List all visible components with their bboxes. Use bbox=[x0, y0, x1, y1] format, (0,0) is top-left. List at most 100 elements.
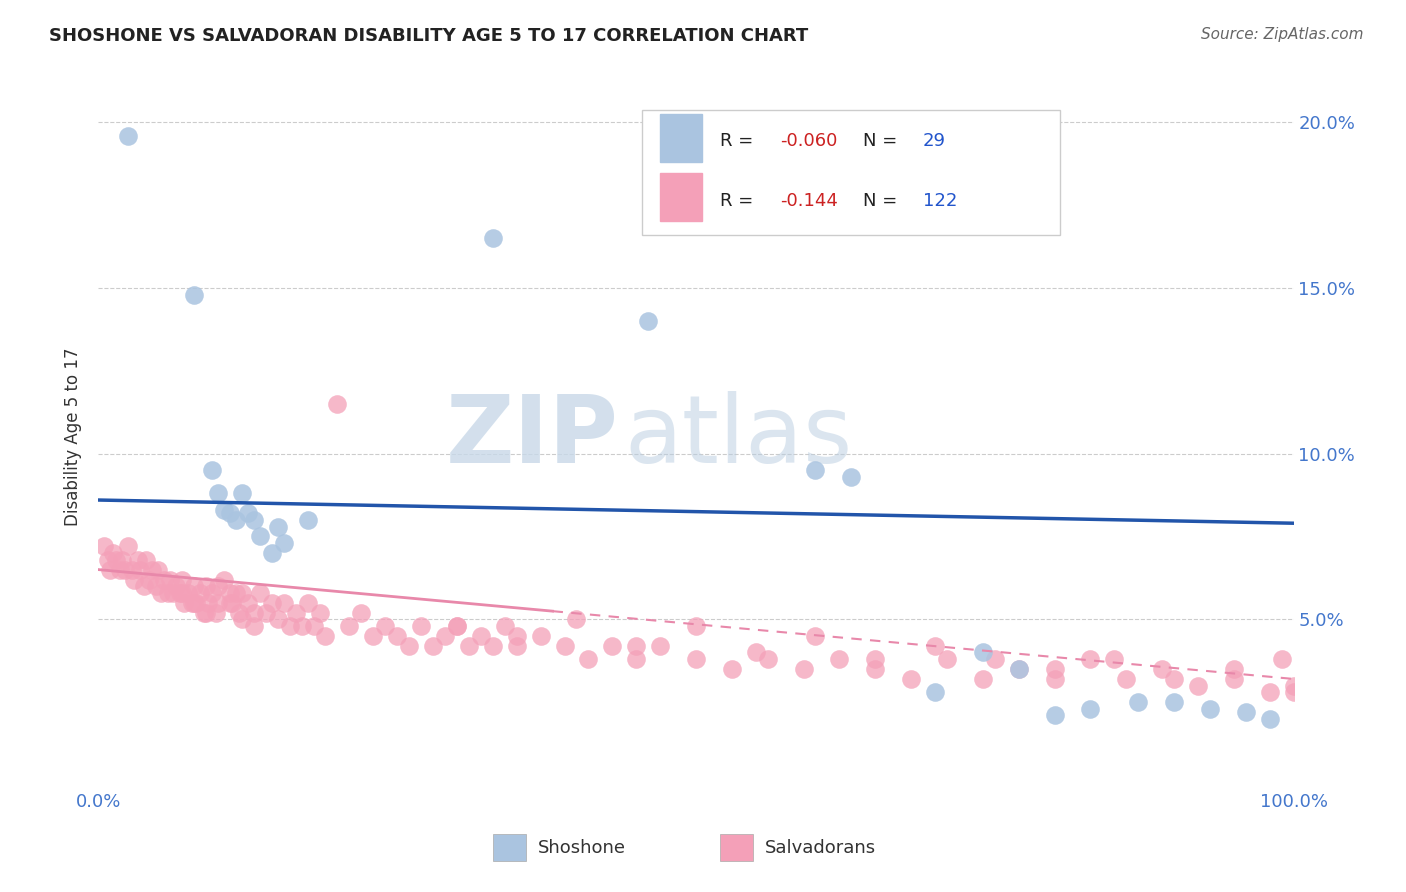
Text: ZIP: ZIP bbox=[446, 391, 619, 483]
Point bbox=[411, 619, 433, 633]
Point bbox=[117, 540, 139, 554]
Point bbox=[231, 612, 253, 626]
Point bbox=[578, 652, 600, 666]
Point bbox=[135, 552, 157, 566]
Point bbox=[267, 612, 290, 626]
Point bbox=[339, 619, 361, 633]
Point bbox=[804, 463, 827, 477]
Point bbox=[297, 596, 319, 610]
Point bbox=[108, 563, 131, 577]
Point bbox=[626, 639, 648, 653]
Point bbox=[188, 586, 211, 600]
Text: R =: R = bbox=[720, 192, 759, 210]
Point bbox=[165, 579, 187, 593]
Point bbox=[841, 470, 863, 484]
Point bbox=[132, 579, 155, 593]
Point bbox=[207, 486, 229, 500]
Point bbox=[254, 606, 277, 620]
Point bbox=[828, 652, 851, 666]
Text: SHOSHONE VS SALVADORAN DISABILITY AGE 5 TO 17 CORRELATION CHART: SHOSHONE VS SALVADORAN DISABILITY AGE 5 … bbox=[49, 27, 808, 45]
Text: 122: 122 bbox=[922, 192, 957, 210]
Text: R =: R = bbox=[720, 132, 759, 151]
Y-axis label: Disability Age 5 to 17: Disability Age 5 to 17 bbox=[65, 348, 83, 526]
Point bbox=[159, 573, 181, 587]
Point bbox=[637, 314, 659, 328]
Point bbox=[470, 629, 492, 643]
Text: N =: N = bbox=[863, 132, 903, 151]
Point bbox=[363, 629, 385, 643]
Point bbox=[385, 629, 409, 643]
Point bbox=[326, 397, 349, 411]
Point bbox=[249, 586, 271, 600]
Point bbox=[145, 579, 167, 593]
Point bbox=[201, 586, 224, 600]
Point bbox=[1163, 695, 1185, 709]
Point bbox=[156, 586, 179, 600]
Point bbox=[141, 563, 163, 577]
Point bbox=[186, 596, 208, 610]
Point bbox=[249, 529, 271, 543]
Point bbox=[195, 579, 218, 593]
Point bbox=[1282, 679, 1305, 693]
Point bbox=[204, 606, 226, 620]
Point bbox=[745, 645, 768, 659]
Point bbox=[1152, 662, 1174, 676]
Point bbox=[260, 596, 283, 610]
Point bbox=[302, 619, 325, 633]
Point bbox=[1008, 662, 1031, 676]
Point bbox=[236, 506, 259, 520]
Point bbox=[865, 662, 887, 676]
Point bbox=[111, 552, 134, 566]
Bar bbox=[661, 173, 702, 221]
Point bbox=[458, 639, 481, 653]
Point bbox=[422, 639, 444, 653]
Text: Shoshone: Shoshone bbox=[538, 838, 626, 856]
Point bbox=[149, 586, 172, 600]
Point bbox=[297, 513, 319, 527]
Point bbox=[1043, 672, 1066, 686]
Point bbox=[685, 652, 707, 666]
Point bbox=[721, 662, 744, 676]
Point bbox=[506, 639, 529, 653]
Point bbox=[1187, 679, 1209, 693]
Point bbox=[173, 596, 195, 610]
Point bbox=[243, 513, 266, 527]
Point bbox=[97, 552, 120, 566]
Point bbox=[183, 596, 205, 610]
Point bbox=[225, 586, 247, 600]
Point bbox=[197, 596, 219, 610]
Point bbox=[972, 645, 994, 659]
FancyBboxPatch shape bbox=[643, 110, 1060, 235]
Point bbox=[273, 596, 295, 610]
Point bbox=[1043, 662, 1066, 676]
Point bbox=[172, 573, 194, 587]
Point bbox=[225, 513, 247, 527]
Point bbox=[446, 619, 468, 633]
Point bbox=[219, 506, 242, 520]
Point bbox=[180, 596, 202, 610]
Point bbox=[1258, 685, 1281, 699]
Point bbox=[350, 606, 373, 620]
Point bbox=[98, 563, 122, 577]
Point bbox=[212, 573, 235, 587]
Point bbox=[308, 606, 330, 620]
Text: atlas: atlas bbox=[624, 391, 852, 483]
Point bbox=[602, 639, 624, 653]
Point bbox=[117, 128, 139, 143]
Point bbox=[236, 596, 259, 610]
Point bbox=[177, 586, 200, 600]
Point bbox=[530, 629, 553, 643]
Point bbox=[1115, 672, 1137, 686]
Text: Source: ZipAtlas.com: Source: ZipAtlas.com bbox=[1201, 27, 1364, 42]
Point bbox=[193, 606, 215, 620]
Text: Salvadorans: Salvadorans bbox=[765, 838, 876, 856]
Point bbox=[1258, 712, 1281, 726]
Point bbox=[756, 652, 779, 666]
Point bbox=[1223, 662, 1246, 676]
Bar bbox=[720, 834, 754, 862]
Point bbox=[207, 596, 229, 610]
Point bbox=[374, 619, 396, 633]
Point bbox=[273, 536, 295, 550]
Point bbox=[243, 606, 266, 620]
Point bbox=[260, 546, 283, 560]
